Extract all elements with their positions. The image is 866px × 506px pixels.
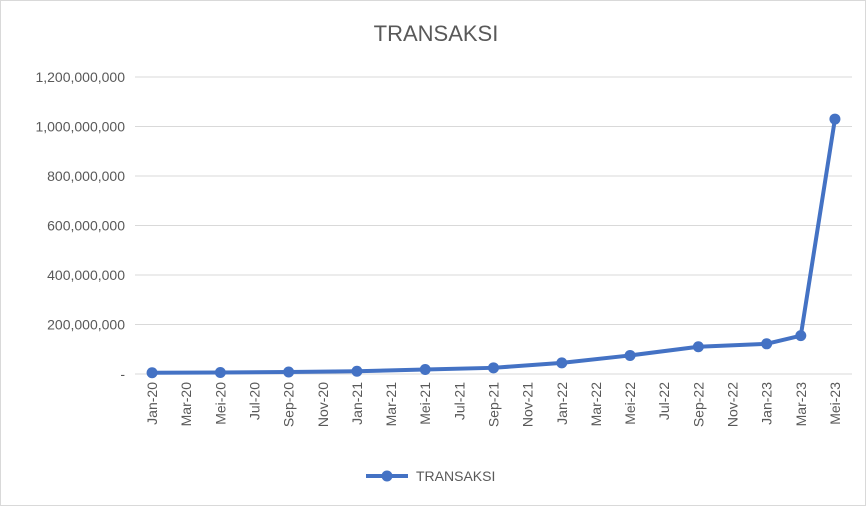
y-tick-label: 1,200,000,000 — [35, 69, 125, 85]
x-tick-label: Mei-20 — [212, 382, 228, 425]
x-tick-label: Mar-22 — [588, 382, 604, 427]
x-tick-label: Nov-21 — [520, 382, 536, 427]
data-point — [761, 338, 773, 350]
gridlines — [135, 76, 852, 375]
x-tick-label: Mei-21 — [417, 382, 433, 425]
data-point — [692, 341, 704, 353]
x-tick-label: Mei-22 — [622, 382, 638, 425]
data-point — [283, 366, 295, 378]
data-point — [351, 365, 363, 377]
x-tick-label: Mar-23 — [793, 382, 809, 427]
data-point — [795, 330, 807, 342]
legend-point-marker — [381, 470, 393, 482]
x-tick-label: Jan-23 — [759, 382, 775, 425]
data-point — [419, 364, 431, 376]
x-tick-label: Nov-22 — [725, 382, 741, 427]
x-tick-label: Sep-22 — [690, 382, 706, 427]
data-point — [214, 367, 226, 379]
y-tick-label: 200,000,000 — [47, 317, 125, 333]
x-axis-ticks: Jan-20 Mar-20 Mei-20 Jul-20 Sep-20 Nov-20 Jan-… — [144, 382, 843, 427]
x-tick-label: Mei-23 — [827, 382, 843, 425]
y-tick-label: 400,000,000 — [47, 267, 125, 283]
y-tick-label: 600,000,000 — [47, 218, 125, 234]
data-point — [829, 113, 841, 125]
data-point — [624, 349, 636, 361]
series-line — [150, 117, 837, 375]
x-tick-label: Jul-21 — [451, 382, 467, 420]
data-point — [556, 357, 568, 369]
y-tick-label: - — [120, 366, 125, 382]
series-layer — [146, 113, 841, 379]
y-tick-label: 800,000,000 — [47, 168, 125, 184]
x-tick-label: Mar-21 — [383, 382, 399, 427]
y-tick-label: 1,000,000,000 — [35, 119, 125, 135]
legend-label: TRANSAKSI — [416, 468, 495, 484]
x-tick-label: Mar-20 — [178, 382, 194, 427]
x-tick-label: Nov-20 — [315, 382, 331, 427]
data-point — [488, 362, 499, 374]
x-tick-label: Jan-22 — [554, 382, 570, 425]
x-tick-label: Jan-21 — [349, 382, 365, 425]
chart-title: TRANSAKSI — [374, 21, 499, 46]
x-tick-label: Sep-20 — [281, 382, 297, 427]
legend: TRANSAKSI — [366, 468, 495, 484]
x-tick-label: Jan-20 — [144, 382, 160, 425]
data-point — [146, 367, 158, 379]
x-tick-label: Sep-21 — [486, 382, 502, 427]
x-tick-label: Jul-22 — [656, 382, 672, 420]
y-axis-ticks: - 200,000,000 400,000,000 600,000,000 800,00… — [35, 69, 125, 382]
x-tick-label: Jul-20 — [247, 382, 263, 420]
